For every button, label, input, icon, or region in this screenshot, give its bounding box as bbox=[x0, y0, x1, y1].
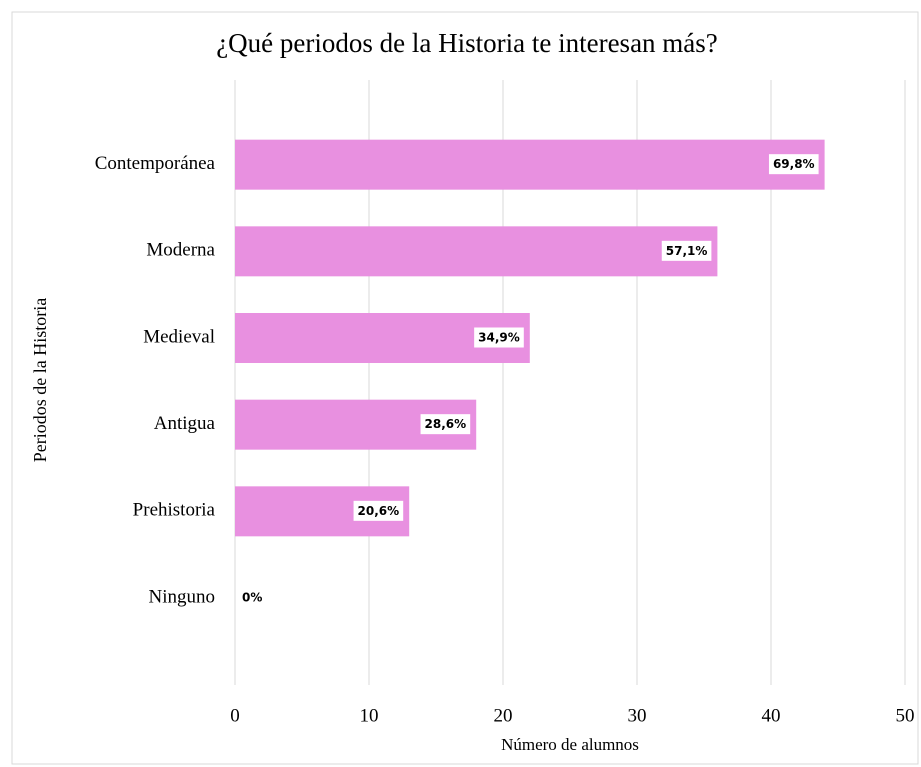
y-tick-label: Medieval bbox=[143, 326, 215, 347]
chart-frame bbox=[11, 11, 919, 765]
data-label: 57,1% bbox=[666, 244, 708, 258]
bar bbox=[235, 139, 825, 190]
x-tick-label: 10 bbox=[360, 705, 379, 726]
y-axis-title: Periodos de la Historia bbox=[30, 298, 50, 462]
x-tick-label: 20 bbox=[494, 705, 513, 726]
data-label-box bbox=[661, 240, 712, 261]
x-axis-title: Número de alumnos bbox=[501, 735, 639, 754]
y-tick-label: Ninguno bbox=[149, 586, 216, 607]
data-label-box bbox=[420, 414, 471, 435]
x-tick-label: 0 bbox=[230, 705, 240, 726]
data-label-box bbox=[768, 154, 819, 175]
data-label: 34,9% bbox=[478, 331, 520, 345]
x-tick-label: 40 bbox=[762, 705, 781, 726]
data-label: 28,6% bbox=[425, 417, 467, 431]
data-label-box bbox=[474, 327, 524, 348]
y-tick-label: Contemporánea bbox=[95, 153, 216, 174]
x-tick-label: 50 bbox=[896, 705, 915, 726]
y-tick-label: Antigua bbox=[154, 413, 216, 434]
y-tick-label: Moderna bbox=[146, 240, 215, 261]
chart-title: ¿Qué periodos de la Historia te interesa… bbox=[216, 28, 718, 58]
data-label: 69,8% bbox=[773, 157, 815, 171]
data-label: 20,6% bbox=[358, 504, 400, 518]
data-label: 0% bbox=[242, 591, 262, 605]
bar bbox=[235, 226, 718, 277]
y-tick-label: Prehistoria bbox=[133, 500, 216, 521]
data-label-box bbox=[353, 500, 404, 521]
x-tick-label: 30 bbox=[628, 705, 647, 726]
